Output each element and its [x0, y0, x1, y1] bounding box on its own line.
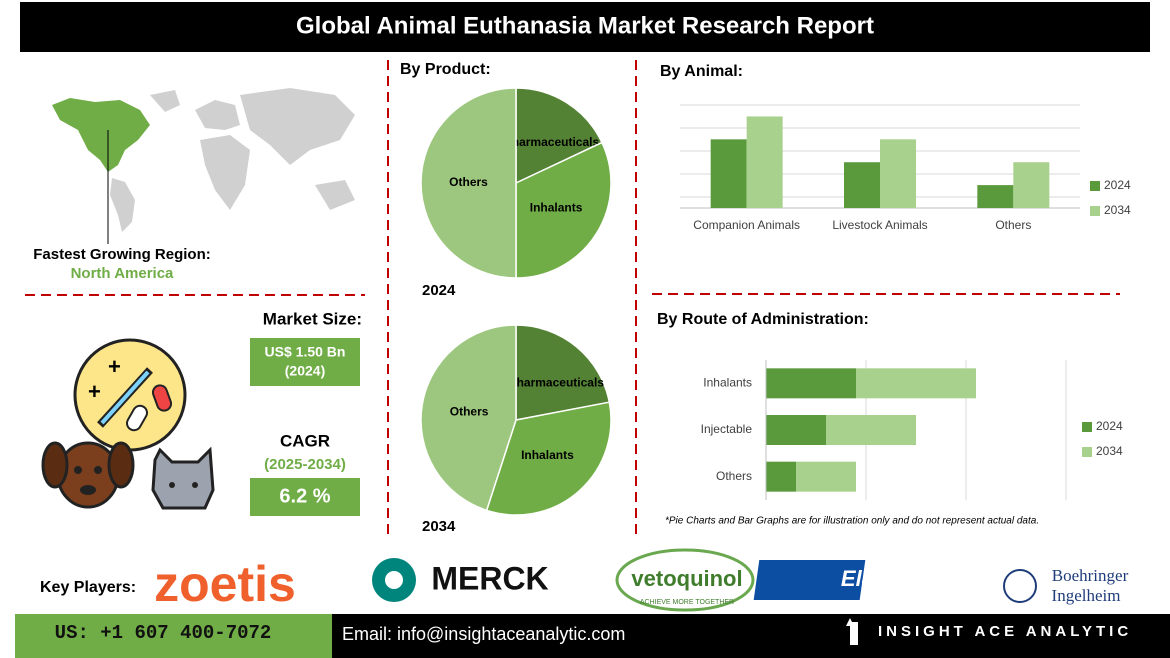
x-tick-label: Livestock Animals	[832, 218, 927, 232]
bar	[746, 116, 783, 208]
bar	[766, 461, 796, 492]
pie-slice	[515, 324, 611, 421]
legend-swatch	[1082, 422, 1092, 432]
svg-text:+: +	[108, 354, 121, 379]
chart-title: By Product:	[400, 61, 491, 78]
pie-year: 2034	[422, 518, 456, 535]
pie-slice	[420, 87, 517, 279]
pie-slice	[420, 324, 517, 512]
bar	[977, 185, 1014, 208]
market-size-box	[250, 338, 360, 386]
dividers	[25, 60, 1120, 540]
pie-slice	[485, 401, 612, 516]
slice-label: Pharmaceuticals	[504, 135, 600, 149]
bar	[856, 368, 976, 399]
bar	[710, 139, 747, 208]
y-tick-label: Inhalants	[703, 376, 752, 390]
chart-title: By Route of Administration:	[657, 311, 869, 328]
y-tick-label: Injectable	[701, 422, 753, 436]
brand: INSIGHT ACE ANALYTIC	[878, 623, 1132, 640]
bar	[796, 461, 856, 492]
key-players-label: Key Players:	[40, 579, 136, 596]
x-tick-label: Others	[995, 218, 1031, 232]
elanco-box	[753, 560, 866, 600]
market-size-label: Market Size:	[263, 309, 362, 328]
slice-label: Pharmaceuticals	[509, 376, 605, 390]
company-logo: Boehringer	[1052, 566, 1129, 585]
svg-text:+: +	[88, 379, 101, 404]
pie-slice	[515, 87, 603, 185]
x-tick-label: Companion Animals	[693, 218, 800, 232]
company-logo: Elanco	[841, 566, 913, 591]
legend-label: 2024	[1096, 419, 1123, 433]
legend-swatch	[1090, 181, 1100, 191]
email: Email: info@insightaceanalytic.com	[342, 624, 625, 644]
legend-label: 2024	[1104, 178, 1131, 192]
region-label: Fastest Growing Region:	[33, 246, 211, 263]
company-logo: MERCK	[431, 560, 548, 596]
pet-icons: + +	[41, 338, 215, 510]
vetoquinol-ring	[615, 548, 755, 612]
slice-label: Others	[449, 175, 488, 189]
title-bar	[20, 2, 1150, 52]
chart-title: By Animal:	[660, 63, 743, 80]
note: *Pie Charts and Bar Graphs are for illus…	[665, 516, 1039, 527]
title: Global Animal Euthanasia Market Research…	[296, 12, 874, 39]
brand-icon	[846, 618, 858, 645]
slice-label: Others	[450, 405, 489, 419]
bar	[826, 415, 916, 445]
slice-label: Inhalants	[521, 448, 574, 462]
y-tick-label: Others	[716, 469, 752, 483]
slice-label: Inhalants	[530, 201, 583, 215]
footer-phone-box	[15, 614, 332, 658]
legend-label: 2034	[1104, 203, 1131, 217]
boehringer-icon	[1003, 569, 1037, 603]
pie-slice	[515, 141, 612, 279]
market-size-year: (2024)	[285, 363, 325, 379]
market-size-value: US$ 1.50 Bn	[265, 344, 346, 360]
footer-bar	[332, 614, 1170, 658]
cagr-value: 6.2 %	[279, 485, 330, 507]
phone: US: +1 607 400-7072	[55, 622, 272, 644]
bar	[766, 415, 826, 445]
company-logo: vetoquinol	[631, 566, 742, 591]
bar	[880, 139, 916, 208]
world-map	[52, 88, 355, 232]
bar	[766, 368, 856, 399]
company-logo: Ingelheim	[1052, 586, 1121, 605]
company-tagline: ACHIEVE MORE TOGETHER	[640, 599, 734, 606]
legend-swatch	[1090, 206, 1100, 216]
cagr-period: (2025-2034)	[264, 456, 346, 473]
legend-swatch	[1082, 447, 1092, 457]
cagr-label: CAGR	[280, 431, 330, 450]
company-logo: zoetis	[154, 556, 296, 612]
legend-label: 2034	[1096, 444, 1123, 458]
pie-year: 2024	[422, 282, 456, 299]
region-value: North America	[71, 265, 174, 282]
bar	[1013, 162, 1050, 208]
bar	[844, 162, 880, 208]
cagr-box	[250, 478, 360, 516]
merck-icon	[372, 558, 416, 602]
